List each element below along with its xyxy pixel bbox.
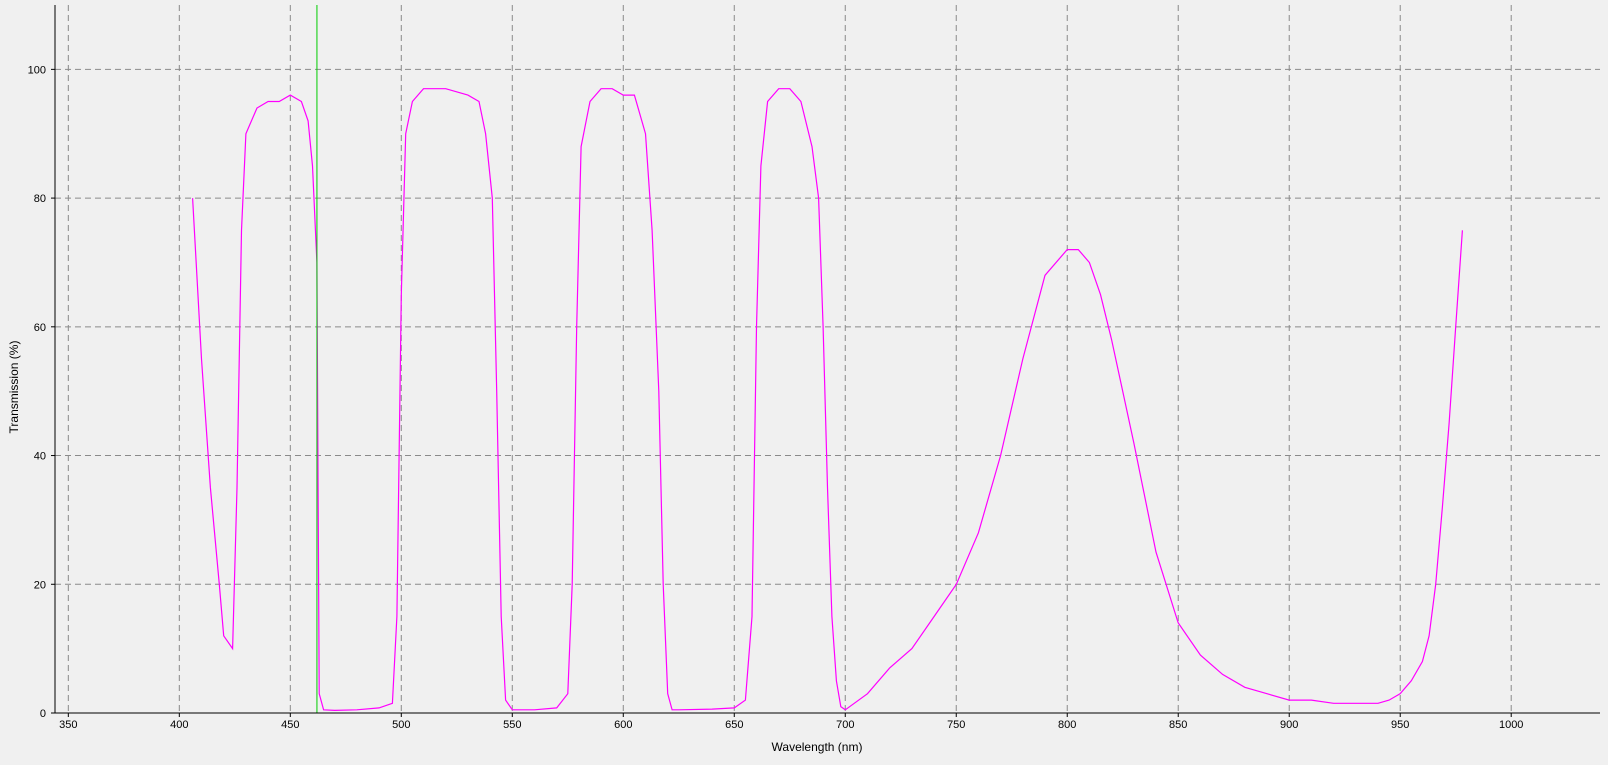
y-axis-label: Transmission (%)	[7, 341, 21, 434]
x-tick-label: 600	[614, 719, 632, 731]
x-tick-label: 850	[1169, 719, 1187, 731]
y-tick-label: 100	[28, 64, 46, 76]
axes	[51, 5, 1600, 717]
x-tick-label: 500	[392, 719, 410, 731]
x-tick-label: 1000	[1499, 719, 1523, 731]
x-tick-label: 750	[947, 719, 965, 731]
y-tick-label: 0	[40, 708, 46, 720]
x-tick-label: 950	[1391, 719, 1409, 731]
y-tick-labels: 0 20 40 60 80 100	[28, 64, 46, 720]
y-tick-label: 60	[34, 322, 46, 334]
series-line	[192, 88, 1463, 712]
x-tick-labels: 350 400 450 500 550 600 650 700 750 800 850 900 950 1…	[59, 719, 1523, 731]
grid	[55, 5, 1600, 713]
y-tick-label: 20	[34, 579, 46, 591]
x-tick-label: 650	[725, 719, 743, 731]
x-tick-label: 700	[836, 719, 854, 731]
x-tick-label: 450	[281, 719, 299, 731]
x-tick-label: 400	[170, 719, 188, 731]
x-tick-label: 800	[1058, 719, 1076, 731]
series-layer	[192, 88, 1463, 712]
x-tick-label: 350	[59, 719, 77, 731]
y-tick-label: 40	[34, 451, 46, 463]
x-tick-label: 900	[1280, 719, 1298, 731]
y-tick-label: 80	[34, 193, 46, 205]
x-tick-label: 550	[503, 719, 521, 731]
x-axis-label: Wavelength (nm)	[772, 740, 863, 754]
